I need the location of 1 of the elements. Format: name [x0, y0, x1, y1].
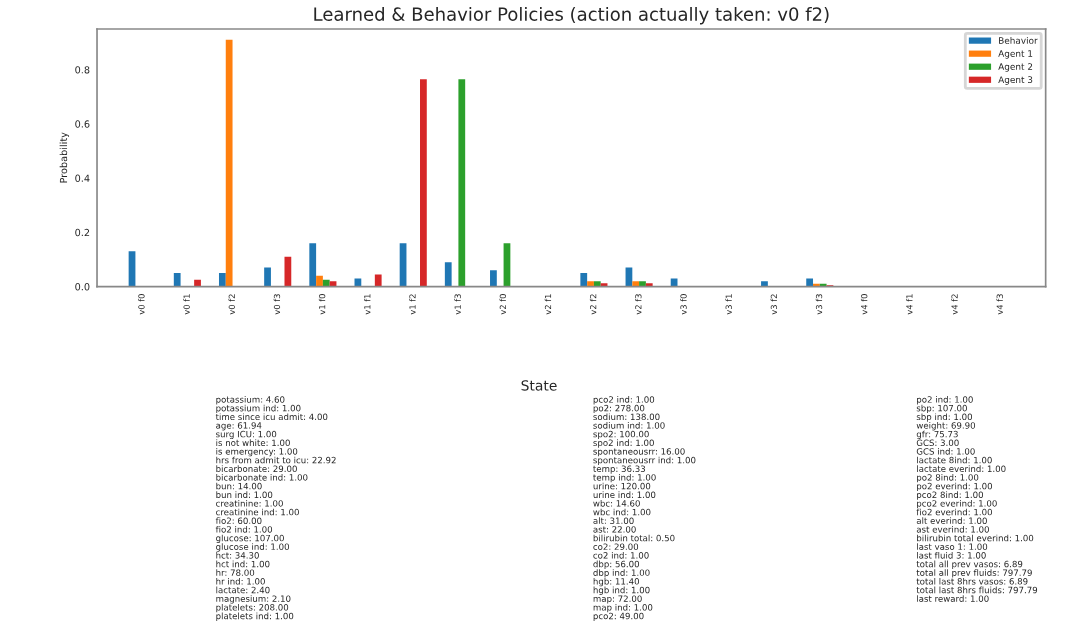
chart-title: Learned & Behavior Policies (action actually taken: v0 f2): [314, 6, 829, 25]
